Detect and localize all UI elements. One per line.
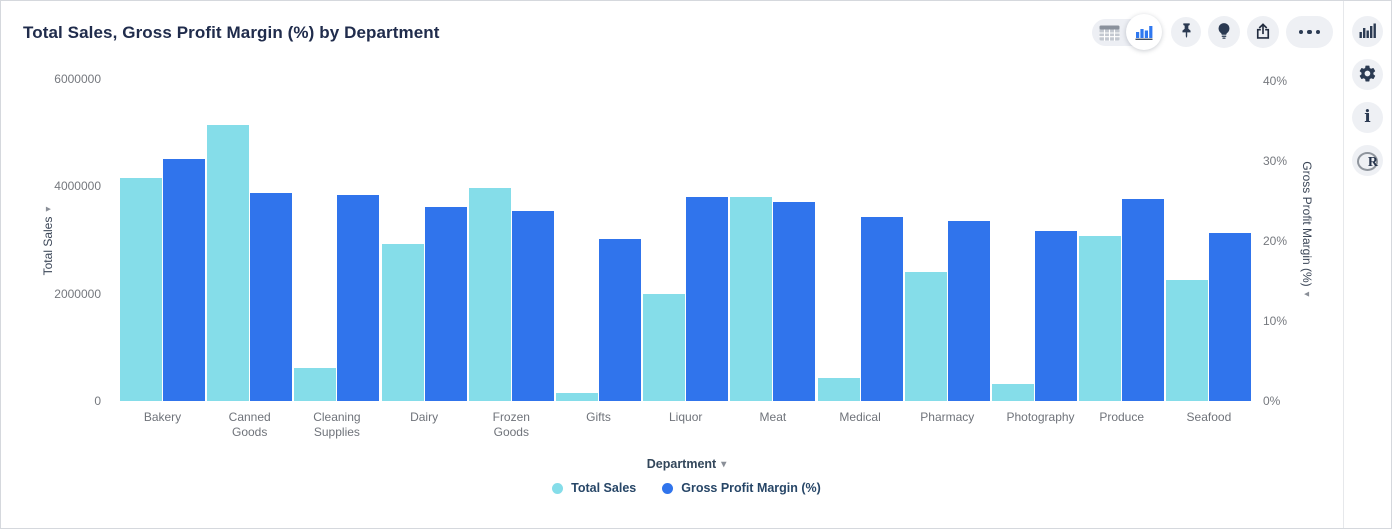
bar-total-sales-pharmacy[interactable] bbox=[904, 271, 947, 401]
bar-gross-profit-margin--photography[interactable] bbox=[1035, 230, 1077, 401]
view-toggle[interactable] bbox=[1092, 13, 1162, 50]
right-axis-tick-label: 20% bbox=[1263, 234, 1288, 248]
legend-item-total-sales[interactable]: Total Sales bbox=[552, 481, 636, 495]
gross-profit-margin-swatch bbox=[662, 482, 674, 494]
chart-title: Total Sales, Gross Profit Margin (%) by … bbox=[23, 23, 440, 42]
settings-button[interactable] bbox=[1352, 59, 1383, 90]
x-axis-field-label: Department bbox=[646, 457, 717, 471]
right-axis-tick-label: 10% bbox=[1263, 314, 1288, 328]
widget-toolbar bbox=[1092, 13, 1333, 50]
bar-gross-profit-margin--pharmacy[interactable] bbox=[947, 221, 990, 401]
ellipsis-icon bbox=[1298, 29, 1321, 35]
more-options-button[interactable] bbox=[1286, 16, 1333, 48]
bar-total-sales-produce[interactable] bbox=[1079, 236, 1122, 401]
x-axis-category-label: Pharmacy bbox=[920, 410, 975, 424]
side-panel: i R bbox=[1343, 1, 1391, 528]
legend-label: Gross Profit Margin (%) bbox=[681, 481, 821, 495]
x-axis-field[interactable]: Department ▾ bbox=[120, 457, 1253, 471]
bar-gross-profit-margin--cleaning-supplies[interactable] bbox=[337, 194, 380, 401]
x-axis-category-label: Bakery bbox=[143, 410, 182, 424]
bar-total-sales-dairy[interactable] bbox=[381, 244, 424, 401]
bar-gross-profit-margin--liquor[interactable] bbox=[686, 197, 729, 401]
chevron-down-icon: ▾ bbox=[721, 458, 727, 470]
legend-item-gross-profit-margin[interactable]: Gross Profit Margin (%) bbox=[662, 481, 821, 495]
bar-total-sales-bakery[interactable] bbox=[120, 178, 162, 401]
bar-gross-profit-margin--gifts[interactable] bbox=[599, 238, 641, 401]
bar-gross-profit-margin--meat[interactable] bbox=[773, 201, 816, 401]
left-axis-tick-label: 0 bbox=[94, 394, 101, 408]
right-axis-title-text: Gross Profit Margin (%) bbox=[1300, 161, 1314, 287]
x-axis-category-label: Meat bbox=[759, 410, 787, 424]
bar-gross-profit-margin--dairy[interactable] bbox=[424, 206, 467, 401]
bar-total-sales-cleaning-supplies[interactable] bbox=[294, 367, 337, 401]
bar-total-sales-seafood[interactable] bbox=[1166, 279, 1209, 401]
right-axis-tick-label: 0% bbox=[1263, 394, 1281, 408]
info-icon: i bbox=[1364, 107, 1371, 127]
bar-total-sales-canned-goods[interactable] bbox=[207, 124, 250, 401]
bar-total-sales-frozen-goods[interactable] bbox=[468, 187, 511, 401]
left-axis-tick-label: 4000000 bbox=[54, 179, 101, 194]
chart-type-button[interactable] bbox=[1352, 16, 1383, 47]
r-logo-icon: R bbox=[1357, 151, 1378, 171]
x-axis-category-label: Frozen Goods bbox=[492, 410, 530, 439]
chart-view-icon[interactable] bbox=[1126, 13, 1162, 50]
x-axis-category-label: Seafood bbox=[1186, 410, 1232, 424]
right-axis-title[interactable]: Gross Profit Margin (%) ▾ bbox=[1300, 161, 1314, 296]
pin-icon bbox=[1178, 22, 1195, 42]
x-axis-category-label: Photography bbox=[1006, 410, 1075, 424]
bar-gross-profit-margin--canned-goods[interactable] bbox=[250, 193, 293, 401]
right-axis-sort-icon[interactable]: ▾ bbox=[1301, 291, 1313, 297]
right-axis-tick-label: 30% bbox=[1263, 154, 1288, 168]
bar-gross-profit-margin--seafood[interactable] bbox=[1209, 233, 1252, 401]
bar-total-sales-gifts[interactable] bbox=[556, 392, 598, 401]
x-axis-category-label: Medical bbox=[839, 410, 881, 424]
bar-gross-profit-margin--frozen-goods[interactable] bbox=[511, 211, 554, 401]
info-button[interactable]: i bbox=[1352, 102, 1383, 133]
left-axis-title[interactable]: Total Sales ▾ bbox=[41, 207, 55, 276]
insights-button[interactable] bbox=[1208, 16, 1240, 48]
x-axis-category-label: Cleaning Supplies bbox=[313, 410, 361, 439]
lightbulb-icon bbox=[1215, 21, 1233, 44]
bar-gross-profit-margin--produce[interactable] bbox=[1122, 198, 1165, 401]
bar-gross-profit-margin--medical[interactable] bbox=[860, 217, 903, 401]
chart-legend: Total Sales Gross Profit Margin (%) bbox=[120, 481, 1253, 495]
left-axis-title-text: Total Sales bbox=[41, 216, 55, 276]
bar-total-sales-liquor[interactable] bbox=[643, 293, 686, 401]
x-axis-category-label: Canned Goods bbox=[228, 410, 271, 439]
bar-chart-icon bbox=[1359, 23, 1376, 41]
export-button[interactable] bbox=[1247, 16, 1279, 48]
bar-total-sales-photography[interactable] bbox=[992, 384, 1034, 401]
bar-gross-profit-margin--bakery[interactable] bbox=[163, 159, 205, 401]
gear-icon bbox=[1358, 64, 1377, 86]
x-axis-category-label: Gifts bbox=[586, 410, 611, 424]
bar-total-sales-meat[interactable] bbox=[730, 196, 773, 401]
left-axis-tick-label: 2000000 bbox=[54, 286, 101, 301]
left-axis-sort-icon[interactable]: ▾ bbox=[42, 206, 54, 212]
x-axis-category-label: Produce bbox=[1099, 410, 1145, 424]
table-view-icon[interactable] bbox=[1099, 25, 1120, 41]
right-axis-tick-label: 40% bbox=[1263, 74, 1288, 88]
r-script-button[interactable]: R bbox=[1352, 145, 1383, 176]
left-axis-tick-label: 6000000 bbox=[54, 72, 101, 86]
total-sales-swatch bbox=[552, 482, 564, 494]
bar-total-sales-medical[interactable] bbox=[817, 378, 860, 401]
legend-label: Total Sales bbox=[571, 481, 637, 495]
pin-button[interactable] bbox=[1171, 17, 1201, 47]
export-icon bbox=[1254, 22, 1272, 43]
x-axis-category-label: Dairy bbox=[410, 410, 439, 424]
x-axis-category-label: Liquor bbox=[669, 410, 703, 424]
